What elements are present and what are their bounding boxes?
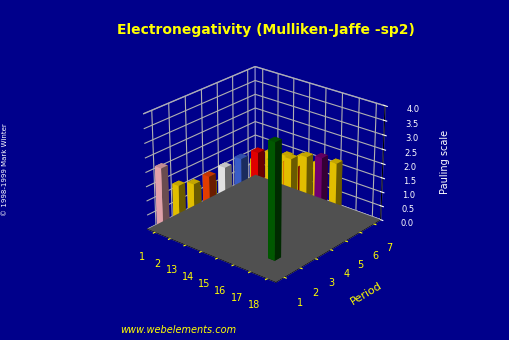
Text: www.webelements.com: www.webelements.com (120, 325, 236, 335)
Text: Electronegativity (Mulliken-Jaffe -sp2): Electronegativity (Mulliken-Jaffe -sp2) (117, 23, 414, 37)
Text: © 1998-1999 Mark Winter: © 1998-1999 Mark Winter (2, 124, 8, 216)
Y-axis label: Period: Period (348, 280, 383, 307)
